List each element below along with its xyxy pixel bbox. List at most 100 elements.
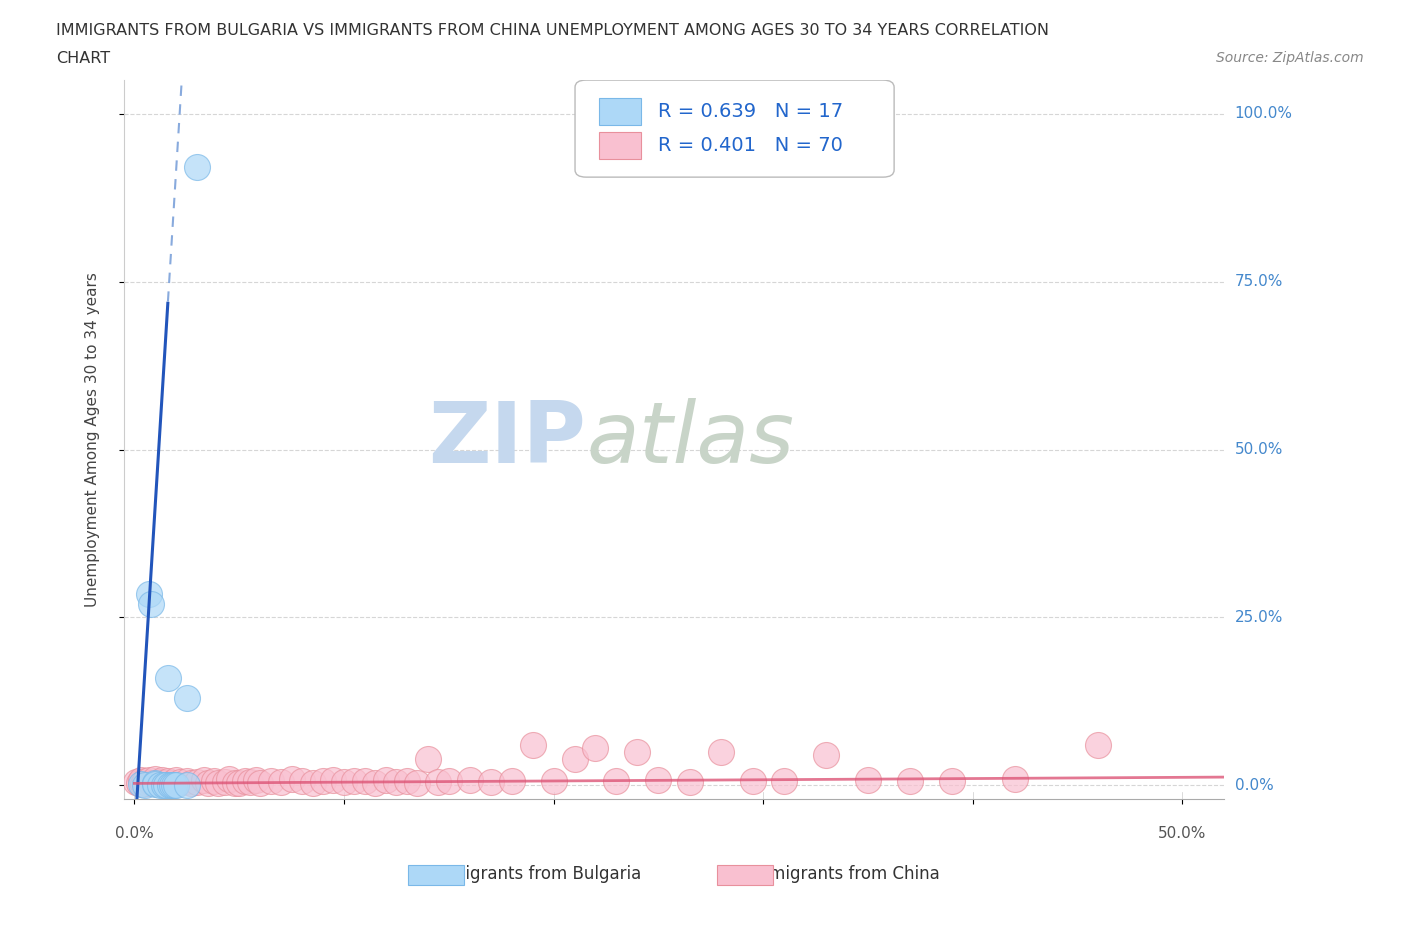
Point: [501, 773, 523, 788]
Point: [710, 744, 733, 759]
Point: [343, 773, 366, 788]
Point: [150, 773, 173, 788]
Text: ZIP: ZIP: [429, 398, 586, 481]
Point: [259, 773, 281, 788]
Point: [160, 777, 183, 792]
Point: [148, 777, 170, 792]
Point: [155, 777, 177, 792]
Point: [165, 773, 187, 788]
Point: [312, 773, 335, 788]
Point: [301, 776, 323, 790]
Point: [374, 773, 396, 788]
Point: [180, 776, 202, 790]
FancyBboxPatch shape: [575, 80, 894, 177]
Point: [437, 773, 460, 788]
Point: [141, 776, 163, 790]
Point: [152, 777, 174, 792]
Point: [129, 773, 152, 788]
Point: [148, 775, 170, 790]
Text: 50.0%: 50.0%: [1159, 826, 1206, 841]
Point: [385, 775, 408, 790]
Point: [239, 775, 262, 790]
Point: [543, 774, 565, 789]
Text: 0.0%: 0.0%: [1234, 777, 1274, 793]
Text: 50.0%: 50.0%: [1234, 442, 1284, 457]
Point: [522, 737, 544, 752]
Point: [354, 774, 377, 789]
Point: [176, 773, 198, 788]
Text: atlas: atlas: [586, 398, 794, 481]
Point: [291, 774, 314, 789]
Point: [142, 776, 165, 790]
Point: [280, 772, 302, 787]
Point: [136, 776, 159, 790]
Point: [416, 751, 439, 766]
Point: [160, 776, 183, 790]
Text: 0.0%: 0.0%: [115, 826, 153, 841]
Text: Immigrants from Bulgaria: Immigrants from Bulgaria: [427, 865, 641, 883]
Point: [626, 744, 648, 759]
Point: [152, 776, 174, 790]
Point: [186, 775, 208, 790]
Point: [202, 773, 225, 788]
Point: [395, 773, 418, 788]
Point: [138, 773, 160, 788]
Text: 100.0%: 100.0%: [1234, 106, 1292, 121]
Point: [249, 776, 271, 790]
Point: [427, 775, 450, 790]
Point: [245, 773, 267, 788]
Point: [218, 772, 240, 787]
Point: [143, 777, 166, 791]
Text: 75.0%: 75.0%: [1234, 274, 1284, 289]
Point: [458, 773, 481, 788]
Point: [856, 773, 879, 788]
Point: [159, 777, 181, 792]
Point: [176, 691, 198, 706]
Point: [773, 774, 796, 789]
Point: [214, 775, 236, 790]
Text: CHART: CHART: [56, 51, 110, 66]
Point: [479, 775, 502, 790]
Text: Immigrants from China: Immigrants from China: [748, 865, 939, 883]
Point: [605, 773, 627, 788]
Point: [125, 775, 148, 790]
Point: [156, 671, 179, 685]
Point: [141, 596, 163, 611]
Point: [128, 776, 150, 790]
FancyBboxPatch shape: [599, 132, 641, 159]
Point: [156, 774, 179, 789]
Text: Source: ZipAtlas.com: Source: ZipAtlas.com: [1216, 51, 1364, 65]
Point: [138, 587, 160, 602]
Text: R = 0.639   N = 17: R = 0.639 N = 17: [658, 102, 842, 121]
Point: [1087, 737, 1109, 752]
Point: [406, 776, 429, 790]
Point: [176, 777, 198, 792]
Point: [898, 773, 921, 788]
Point: [270, 775, 292, 790]
Text: 25.0%: 25.0%: [1234, 610, 1284, 625]
Point: [564, 751, 586, 766]
Point: [322, 773, 344, 788]
Text: IMMIGRANTS FROM BULGARIA VS IMMIGRANTS FROM CHINA UNEMPLOYMENT AMONG AGES 30 TO : IMMIGRANTS FROM BULGARIA VS IMMIGRANTS F…: [56, 23, 1049, 38]
Point: [333, 775, 356, 790]
Y-axis label: Unemployment Among Ages 30 to 34 years: Unemployment Among Ages 30 to 34 years: [86, 272, 100, 607]
Point: [134, 774, 156, 789]
Point: [679, 775, 702, 790]
Point: [364, 776, 387, 790]
Point: [224, 776, 246, 790]
Point: [143, 771, 166, 786]
Point: [197, 776, 219, 790]
Point: [647, 773, 669, 788]
Point: [193, 773, 215, 788]
Point: [585, 741, 607, 756]
Point: [228, 776, 250, 790]
Point: [1004, 772, 1026, 787]
Point: [134, 777, 156, 792]
Point: [207, 776, 229, 790]
Point: [235, 774, 257, 789]
FancyBboxPatch shape: [599, 98, 641, 126]
Point: [186, 160, 208, 175]
Point: [132, 777, 155, 791]
Point: [741, 773, 763, 788]
Point: [163, 777, 186, 792]
